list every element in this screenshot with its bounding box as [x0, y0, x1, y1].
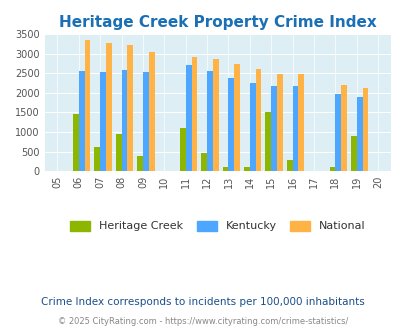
- Bar: [276, 74, 282, 171]
- Bar: [228, 78, 234, 171]
- Bar: [265, 112, 271, 171]
- Bar: [271, 86, 276, 171]
- Bar: [329, 167, 335, 171]
- Bar: [191, 57, 197, 171]
- Bar: [148, 52, 154, 171]
- Legend: Heritage Creek, Kentucky, National: Heritage Creek, Kentucky, National: [70, 221, 365, 231]
- Bar: [222, 167, 228, 171]
- Bar: [362, 88, 367, 171]
- Bar: [201, 153, 207, 171]
- Bar: [94, 147, 100, 171]
- Bar: [207, 71, 212, 171]
- Bar: [340, 84, 346, 171]
- Bar: [79, 71, 84, 171]
- Bar: [73, 114, 79, 171]
- Text: © 2025 CityRating.com - https://www.cityrating.com/crime-statistics/: © 2025 CityRating.com - https://www.city…: [58, 317, 347, 326]
- Bar: [100, 72, 106, 171]
- Bar: [350, 136, 356, 171]
- Bar: [137, 156, 143, 171]
- Bar: [298, 74, 303, 171]
- Bar: [185, 65, 191, 171]
- Bar: [121, 70, 127, 171]
- Bar: [243, 167, 249, 171]
- Bar: [179, 128, 185, 171]
- Bar: [255, 69, 261, 171]
- Title: Heritage Creek Property Crime Index: Heritage Creek Property Crime Index: [59, 15, 376, 30]
- Bar: [356, 97, 362, 171]
- Bar: [127, 45, 133, 171]
- Bar: [335, 94, 340, 171]
- Text: Crime Index corresponds to incidents per 100,000 inhabitants: Crime Index corresponds to incidents per…: [41, 297, 364, 307]
- Bar: [106, 43, 111, 171]
- Bar: [143, 72, 148, 171]
- Bar: [234, 64, 239, 171]
- Bar: [84, 40, 90, 171]
- Bar: [212, 59, 218, 171]
- Bar: [286, 160, 292, 171]
- Bar: [115, 134, 121, 171]
- Bar: [292, 86, 298, 171]
- Bar: [249, 82, 255, 171]
